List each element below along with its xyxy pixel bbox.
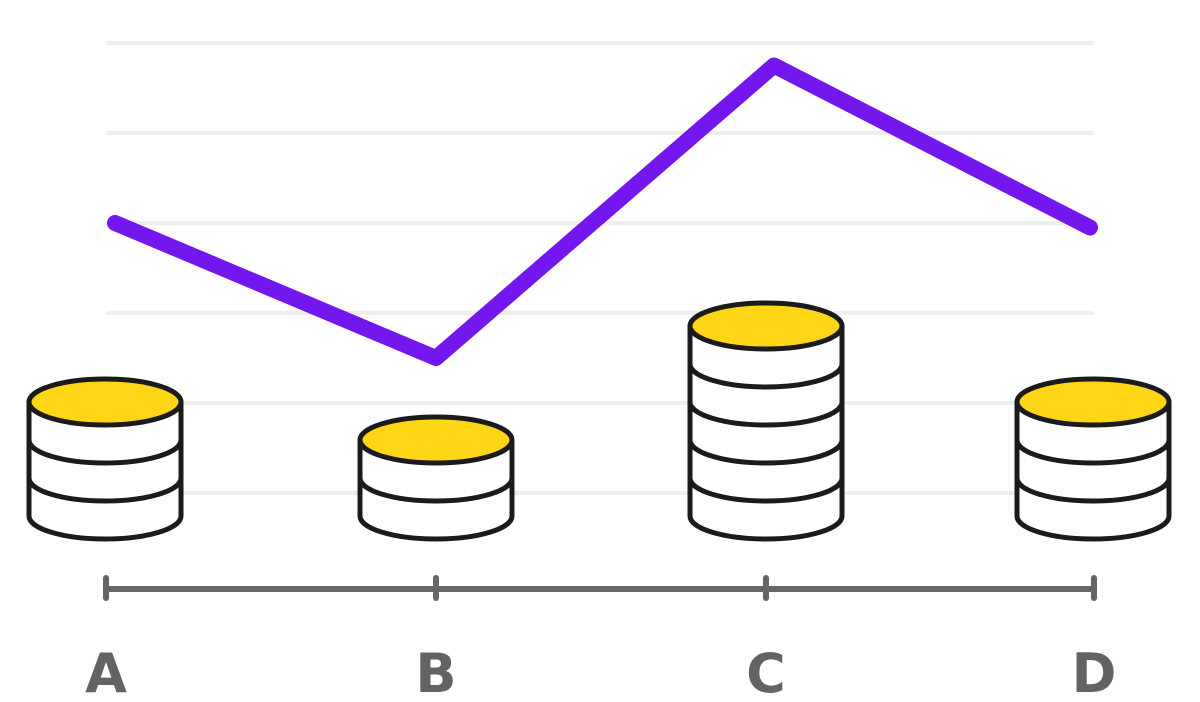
coin-body xyxy=(1014,399,1172,542)
coin-ridge xyxy=(26,477,184,504)
coin-ridge xyxy=(687,477,845,504)
coin-ridge xyxy=(357,477,515,504)
coin-top xyxy=(1014,376,1172,428)
x-tick-label-d: D xyxy=(1072,642,1117,702)
coin-stack-d xyxy=(1014,376,1172,542)
coin-ridge xyxy=(26,439,184,466)
coin-top xyxy=(357,414,515,466)
coin-ridge xyxy=(687,363,845,390)
x-axis xyxy=(103,575,1097,601)
x-tick-label-c: C xyxy=(746,642,786,702)
coin-ridge xyxy=(1014,439,1172,466)
coin-body xyxy=(687,323,845,542)
gridlines xyxy=(106,41,1094,495)
x-tick-labels: A B C D xyxy=(85,642,1116,702)
coin-stack-b xyxy=(357,414,515,542)
coin-stacks xyxy=(26,300,1172,542)
coin-ridge xyxy=(1014,477,1172,504)
coin-stack-c xyxy=(687,300,845,542)
coin-body xyxy=(26,399,184,542)
coin-stack-a xyxy=(26,376,184,542)
series-line xyxy=(107,57,1098,366)
coin-ridge xyxy=(687,401,845,428)
x-tick-label-a: A xyxy=(85,642,127,702)
line-series xyxy=(107,57,1098,366)
coin-ridge xyxy=(687,439,845,466)
coin-top xyxy=(26,376,184,428)
x-tick-label-b: B xyxy=(415,642,456,702)
coin-body xyxy=(357,437,515,542)
coin-top xyxy=(687,300,845,352)
